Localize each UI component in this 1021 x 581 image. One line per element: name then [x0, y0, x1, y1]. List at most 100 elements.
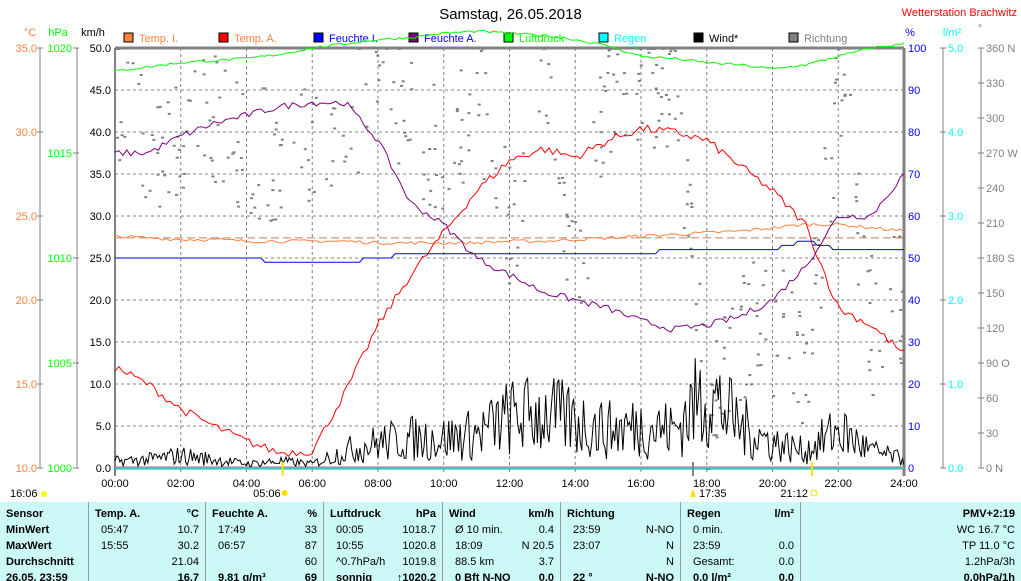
direction-mark: [389, 108, 393, 111]
direction-mark: [481, 48, 485, 50]
humidity-tick-label: 100: [908, 43, 926, 55]
direction-mark: [742, 281, 746, 284]
direction-mark: [218, 96, 222, 99]
direction-mark: [811, 257, 815, 260]
direction-mark: [279, 206, 283, 209]
direction-mark: [429, 189, 433, 192]
direction-mark: [561, 176, 565, 179]
temp-tick-label: 25.0: [16, 211, 37, 223]
direction-mark: [592, 121, 596, 124]
direction-mark: [613, 131, 617, 134]
direction-mark: [343, 160, 347, 163]
direction-mark: [161, 170, 165, 173]
direction-mark: [839, 134, 843, 137]
direction-mark: [797, 311, 801, 314]
direction-mark: [513, 179, 517, 182]
direction-mark: [364, 83, 368, 86]
direction-mark: [640, 121, 644, 124]
direction-mark: [801, 422, 805, 425]
series-line-temp-a: [114, 124, 905, 458]
legend-label: Temp. A.: [234, 33, 277, 45]
direction-mark: [397, 162, 401, 165]
direction-mark: [213, 181, 217, 184]
direction-mark: [604, 89, 608, 92]
table-cell: Ø 10 min.: [455, 524, 503, 536]
moon-icon: [41, 491, 47, 497]
rain-tick-label: 2.0: [948, 295, 963, 307]
weather-chart: °C hPa km/h% l/m² ° 35.0 30.0 25.0 20.0 15.0 10.0 1…: [10, 23, 1018, 500]
table-column: Luftdruck hPa 00:05 1018.7 10:55 1020.8 ^0.7hP…: [323, 502, 442, 581]
sunset-icon: [810, 489, 818, 497]
table-cell: 21.04: [171, 556, 199, 568]
direction-mark: [565, 213, 569, 216]
sunrise-time: 05:06: [253, 488, 281, 500]
direction-mark: [870, 254, 874, 257]
direction-mark: [208, 119, 212, 122]
direction-mark: [428, 203, 432, 206]
table-cell: 00:05: [336, 524, 364, 536]
direction-mark: [426, 178, 430, 181]
wind-tick-label: 25.0: [90, 253, 111, 265]
direction-mark: [196, 144, 200, 147]
direction-mark: [562, 193, 566, 196]
direction-mark: [404, 135, 408, 138]
table-cell: 0.4: [538, 524, 554, 536]
direction-mark: [579, 229, 583, 232]
pressure-tick-label: 1000: [48, 463, 72, 475]
direction-mark: [236, 141, 240, 144]
direction-mark: [158, 105, 162, 108]
direction-mark: [205, 101, 209, 104]
time-tick-label: 18:00: [693, 478, 721, 490]
direction-mark: [635, 92, 639, 95]
direction-mark: [274, 128, 278, 131]
direction-mark: [871, 394, 875, 397]
direction-mark: [612, 73, 616, 76]
direction-mark: [723, 316, 727, 319]
direction-tick-label: 0 N: [986, 463, 1003, 475]
direction-mark: [849, 93, 853, 96]
direction-mark: [249, 212, 253, 215]
table-cell: ↑1020.2: [396, 572, 436, 581]
humidity-tick-label: 70: [908, 169, 920, 181]
direction-mark: [458, 172, 462, 175]
direction-mark: [601, 161, 605, 164]
time-tick-label: 00:00: [101, 478, 129, 490]
direction-mark: [855, 200, 859, 203]
humidity-tick-label: 90: [908, 85, 920, 97]
direction-mark: [652, 146, 656, 149]
direction-mark: [856, 283, 860, 286]
direction-mark: [118, 159, 122, 162]
direction-mark: [764, 269, 768, 272]
table-cell: ^0.7hPa/h: [336, 556, 386, 568]
direction-mark: [647, 51, 651, 54]
legend-label: Temp. I.: [139, 33, 178, 45]
direction-mark: [210, 159, 214, 162]
direction-mark: [477, 114, 481, 117]
table-cell: 16.7: [177, 572, 199, 581]
direction-mark: [403, 131, 407, 134]
direction-mark: [182, 145, 186, 148]
legend-label: Feuchte A.: [424, 33, 477, 45]
direction-mark: [356, 171, 360, 174]
table-cell: 17:49: [218, 524, 246, 536]
wind-tick-label: 30.0: [90, 211, 111, 223]
direction-mark: [306, 159, 310, 162]
direction-mark: [743, 396, 747, 399]
humidity-tick-label: 20: [908, 379, 920, 391]
direction-mark: [141, 132, 145, 135]
direction-mark: [216, 124, 220, 127]
direction-mark: [660, 113, 664, 116]
direction-mark: [796, 400, 800, 403]
direction-mark: [819, 306, 823, 309]
sun-icon: [281, 490, 288, 496]
direction-mark: [253, 206, 257, 209]
rain-tick-label: 4.0: [948, 127, 963, 139]
time-tick-label: 08:00: [364, 478, 392, 490]
direction-mark: [586, 277, 590, 280]
direction-mark: [250, 197, 254, 200]
direction-mark: [507, 213, 511, 216]
table-cell: 1.2hPa/3h: [964, 556, 1015, 568]
direction-mark: [523, 180, 527, 183]
direction-mark: [274, 218, 278, 221]
direction-mark: [772, 395, 776, 398]
